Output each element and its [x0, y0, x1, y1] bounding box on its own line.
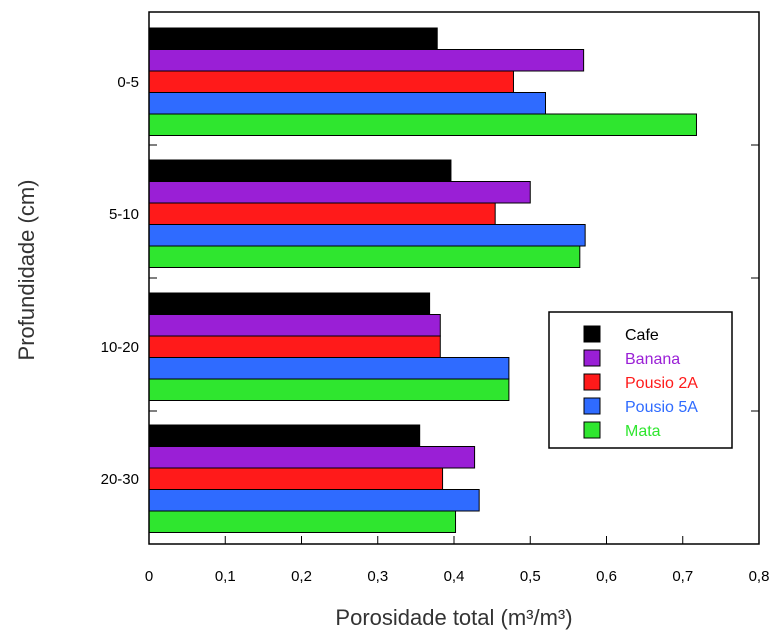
- legend-label: Banana: [625, 351, 680, 368]
- y-tick-label: 10-20: [101, 339, 139, 356]
- legend-swatch: [583, 421, 601, 439]
- bar-20-30-cafe: [148, 424, 421, 447]
- bar-0-5-mata: [148, 113, 697, 136]
- x-tick-label: 0,6: [596, 568, 617, 585]
- x-axis-title: Porosidade total (m³/m³): [335, 605, 572, 630]
- x-tick-label: 0,7: [672, 568, 693, 585]
- bar-10-20-pousio-5a: [148, 357, 510, 380]
- legend-swatch: [583, 349, 601, 367]
- bar-0-5-pousio-5a: [148, 92, 546, 115]
- x-tick-label: 0,8: [749, 568, 770, 585]
- x-tick-label: 0,3: [367, 568, 388, 585]
- x-tick-label: 0: [145, 568, 153, 585]
- bars-layer: [148, 27, 697, 533]
- legend-label: Mata: [625, 423, 661, 440]
- legend: Cafe Banana Pousio 2A Pousio 5A Mata: [548, 311, 733, 449]
- legend-swatch: [583, 325, 601, 343]
- y-axis-title: Profundidade (cm): [14, 180, 39, 361]
- bar-10-20-cafe: [148, 292, 431, 315]
- bar-0-5-cafe: [148, 27, 438, 50]
- x-axis: 0 0,1 0,2 0,3 0,4 0,5 0,6 0,7 0,8: [145, 536, 770, 585]
- legend-label: Pousio 5A: [625, 399, 698, 416]
- bar-5-10-mata: [148, 245, 581, 268]
- legend-box: [548, 311, 733, 449]
- legend-swatch: [583, 397, 601, 415]
- bar-10-20-mata: [148, 378, 510, 401]
- y-axis: 0-5 5-10 10-20 20-30: [101, 11, 759, 545]
- x-tick-label: 0,2: [291, 568, 312, 585]
- y-tick-label: 5-10: [109, 206, 139, 223]
- bar-20-30-pousio-5a: [148, 489, 480, 512]
- bar-0-5-pousio-2a: [148, 70, 514, 93]
- legend-label: Pousio 2A: [625, 375, 698, 392]
- legend-label: Cafe: [625, 327, 659, 344]
- bar-20-30-banana: [148, 446, 476, 469]
- bar-5-10-cafe: [148, 159, 452, 182]
- bar-20-30-mata: [148, 510, 457, 533]
- bar-10-20-banana: [148, 314, 441, 337]
- bar-20-30-pousio-2a: [148, 467, 444, 490]
- bar-5-10-pousio-5a: [148, 224, 586, 247]
- x-tick-label: 0,4: [444, 568, 465, 585]
- bar-0-5-banana: [148, 49, 585, 72]
- x-tick-label: 0,1: [215, 568, 236, 585]
- bar-10-20-pousio-2a: [148, 335, 441, 358]
- y-tick-label: 0-5: [117, 74, 139, 91]
- y-tick-label: 20-30: [101, 471, 139, 488]
- bar-5-10-pousio-2a: [148, 202, 496, 225]
- legend-swatch: [583, 373, 601, 391]
- bar-5-10-banana: [148, 181, 531, 204]
- x-tick-label: 0,5: [520, 568, 541, 585]
